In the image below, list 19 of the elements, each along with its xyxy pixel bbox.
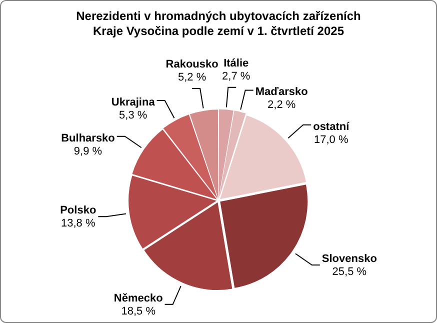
slice-label: Itálie [224,57,249,70]
data-label: 9,9 % [74,145,102,158]
data-label: 5,2 % [178,72,206,84]
slice-label: Rakousko [166,58,219,71]
slice-label: Maďarsko [255,86,308,98]
data-label: 25,5 % [332,266,367,278]
data-label: 18,5 % [121,305,156,318]
slice-label: Slovensko [322,253,378,266]
slice-label: Bulharsko [61,132,116,144]
slice-label: Německo [114,292,164,304]
data-label: 2,2 % [268,99,296,112]
chart-title: Nerezidenti v hromadných ubytovacích zařízeních Kraje Vysočina podle zemí v 1. čtvrtletí 2025 [75,8,362,40]
slice-label: Polsko [60,204,96,217]
slice-label: Ukrajina [111,96,156,109]
data-label: 5,3 % [119,110,148,122]
slice-label: ostatní [313,120,350,133]
data-label: 2,7 % [222,70,250,82]
data-label: 13,8 % [60,218,96,230]
data-label: 17,0 % [314,134,348,146]
